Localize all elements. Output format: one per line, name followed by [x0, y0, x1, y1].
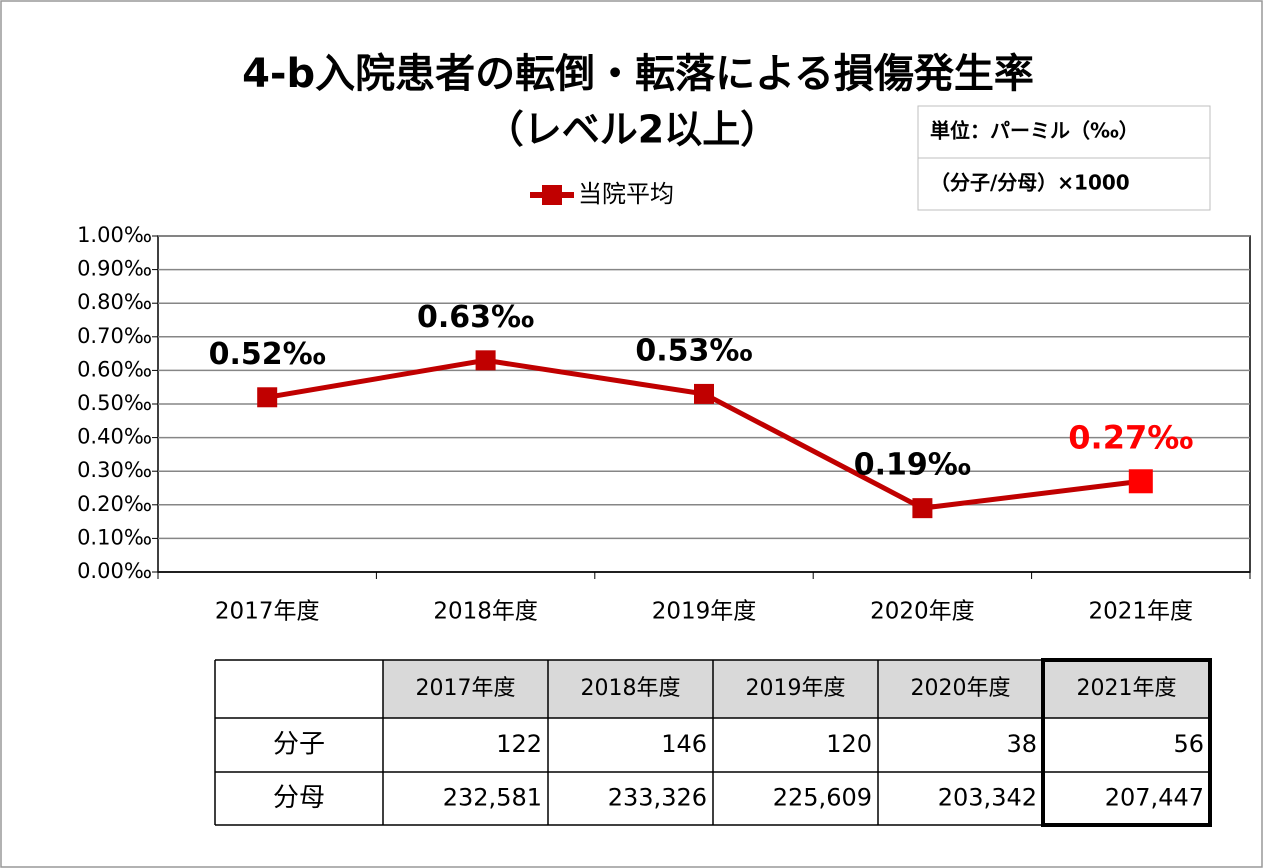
y-tick-label: 0.30‰	[77, 458, 152, 482]
y-tick-label: 0.10‰	[77, 525, 152, 549]
legend-marker	[542, 185, 562, 205]
table-row-label: 分子	[273, 730, 325, 760]
data-label: 0.19‰	[854, 448, 971, 483]
table-header: 2021年度	[1077, 676, 1177, 701]
data-label: 0.53‰	[635, 333, 752, 368]
y-tick-label: 0.70‰	[77, 324, 152, 348]
table-cell: 233,326	[608, 784, 707, 812]
table-header-cell	[548, 660, 713, 718]
table-header: 2017年度	[416, 676, 516, 701]
table-cell: 146	[661, 730, 707, 758]
chart-title: 4-b入院患者の転倒・転落による損傷発生率	[242, 51, 1034, 97]
y-tick-label: 0.20‰	[77, 492, 152, 516]
x-tick-label: 2020年度	[870, 599, 975, 625]
table-cell: 232,581	[443, 784, 542, 812]
data-point	[475, 350, 496, 371]
x-tick-label: 2019年度	[652, 599, 757, 625]
data-label: 0.27‰	[1068, 418, 1193, 456]
table-cell: 225,609	[773, 784, 872, 812]
table-header-cell	[713, 660, 878, 718]
y-tick-label: 0.90‰	[77, 257, 152, 281]
table-header-cell	[1043, 660, 1210, 718]
y-tick-label: 1.00‰	[77, 223, 152, 247]
unit-text: 単位：パーミル（‰）	[930, 119, 1139, 143]
table-highlight	[1041, 658, 1212, 827]
table-cell: 122	[496, 730, 542, 758]
x-tick-label: 2018年度	[433, 599, 538, 625]
unit-text: （分子/分母）×1000	[930, 171, 1130, 195]
data-point	[912, 498, 933, 519]
table-header-cell	[878, 660, 1043, 718]
table-header-cell	[383, 660, 548, 718]
data-point	[694, 383, 714, 404]
table-cell: 38	[1006, 730, 1037, 758]
table-header: 2018年度	[581, 676, 681, 701]
y-tick-label: 0.00‰	[77, 559, 152, 583]
y-tick-label: 0.40‰	[77, 425, 152, 449]
table-cell: 120	[826, 730, 872, 758]
x-tick-label: 2017年度	[215, 599, 320, 625]
chart-subtitle: （レベル2以上）	[486, 108, 778, 152]
data-point	[1128, 469, 1153, 494]
table-cell: 56	[1173, 730, 1204, 758]
table-row-label: 分母	[273, 783, 325, 813]
data-label: 0.63‰	[417, 300, 534, 335]
data-point	[257, 387, 278, 408]
legend-label: 当院平均	[578, 180, 674, 208]
y-tick-label: 0.50‰	[77, 391, 152, 415]
table-cell: 203,342	[938, 784, 1037, 812]
table-cell: 207,447	[1105, 784, 1204, 812]
table-header: 2019年度	[746, 676, 846, 701]
y-tick-label: 0.60‰	[77, 357, 152, 381]
table-header: 2020年度	[911, 676, 1011, 701]
data-label: 0.52‰	[209, 337, 326, 372]
x-tick-label: 2021年度	[1089, 599, 1194, 625]
y-tick-label: 0.80‰	[77, 290, 152, 314]
